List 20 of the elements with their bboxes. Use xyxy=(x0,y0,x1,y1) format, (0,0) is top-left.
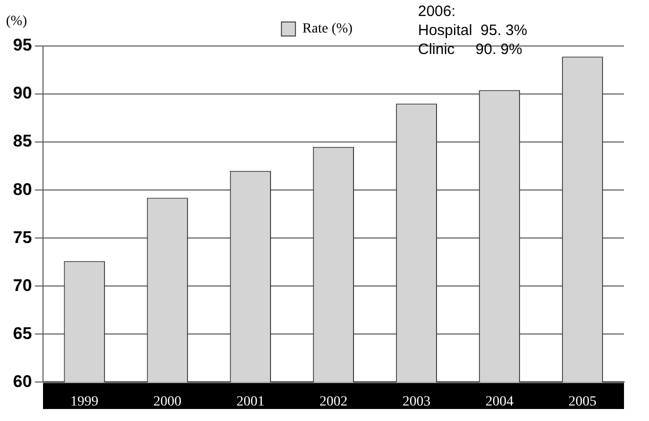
y-tick-label: 65 xyxy=(12,324,32,343)
x-tick-label: 2005 xyxy=(568,394,596,410)
x-tick-label: 2003 xyxy=(402,394,430,410)
y-axis-title: (%) xyxy=(6,14,27,30)
legend-label: Rate (%) xyxy=(302,22,353,37)
y-tick-label: 75 xyxy=(12,228,32,247)
annotation: Clinic 90. 9% xyxy=(418,41,522,58)
y-tick-label: 60 xyxy=(12,372,32,391)
x-tick-label: 1999 xyxy=(70,394,98,410)
x-tick-label: 2001 xyxy=(236,394,264,410)
x-tick-label: 2000 xyxy=(153,394,182,410)
y-tick-label: 85 xyxy=(12,132,32,151)
y-tick-label: 70 xyxy=(12,276,32,295)
x-tick-label: 2004 xyxy=(485,394,514,410)
y-tick-label: 95 xyxy=(12,36,32,55)
y-tick-label: 90 xyxy=(12,84,32,103)
y-tick-label: 80 xyxy=(12,180,32,199)
text: Hospital 95. 3% xyxy=(418,22,528,39)
text: 2006: xyxy=(418,3,456,20)
x-tick-label: 2002 xyxy=(319,394,348,410)
